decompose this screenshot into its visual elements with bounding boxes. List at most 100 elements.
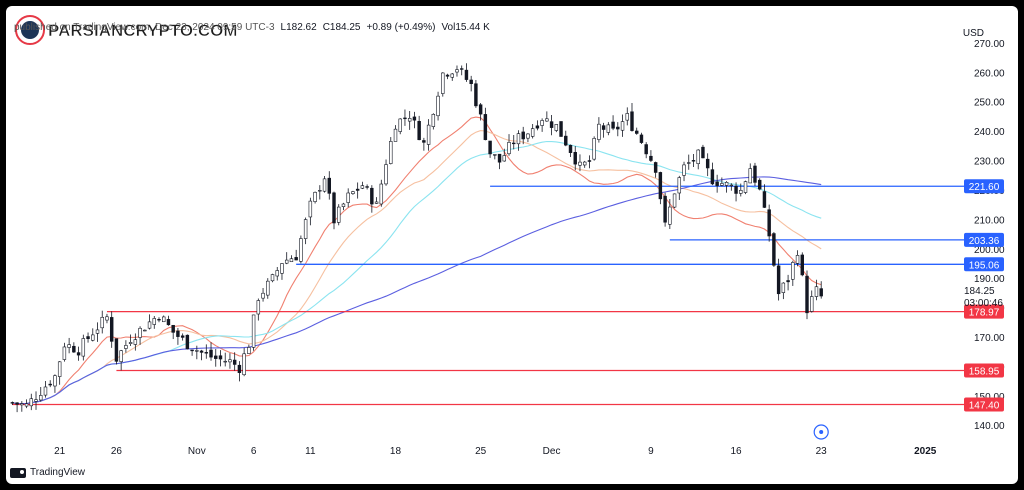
- x-tick-label: 21: [54, 446, 66, 457]
- candle-body: [757, 179, 762, 190]
- x-tick-label: 11: [305, 446, 316, 457]
- candle-body: [294, 257, 298, 261]
- candle-body: [644, 144, 648, 155]
- last-price-label: 184.25: [964, 286, 995, 297]
- candle-body: [247, 347, 251, 354]
- candle-body: [663, 195, 667, 223]
- change-value: +0.89 (+0.49%): [366, 22, 436, 33]
- x-tick-label: Nov: [188, 446, 206, 457]
- candle-body: [34, 399, 38, 402]
- candle-body: [668, 206, 672, 225]
- candle-body: [635, 130, 639, 134]
- candle-body: [819, 288, 823, 297]
- candle-body: [753, 165, 757, 183]
- candle-body: [776, 265, 781, 295]
- candle-body: [521, 131, 525, 140]
- candle-body: [582, 161, 587, 166]
- candle-body: [800, 254, 804, 276]
- candle-body: [15, 402, 19, 405]
- candle-body: [332, 192, 336, 224]
- candle-body: [540, 120, 544, 126]
- x-tick-label: Dec: [543, 446, 561, 457]
- y-tick-label: 140.00: [974, 421, 1005, 432]
- candle-body: [48, 383, 52, 386]
- candle-body: [417, 120, 421, 141]
- watermark: PARSIANCRYPTO.COM: [14, 10, 264, 50]
- candle-body: [559, 121, 563, 137]
- candle-body: [195, 350, 199, 352]
- scroll-to-realtime-icon[interactable]: [813, 424, 829, 440]
- candle-body: [739, 190, 743, 194]
- moving-average-line: [12, 140, 822, 405]
- level-label: 195.06: [969, 260, 1000, 271]
- candle-body: [190, 349, 194, 352]
- candle-body: [682, 164, 686, 176]
- y-tick-label: 150.00: [974, 392, 1005, 403]
- candle-body: [573, 151, 577, 165]
- price-chart[interactable]: 140.00150.00160.00170.00180.00190.00200.…: [6, 6, 1018, 484]
- x-tick-label: 9: [648, 446, 654, 457]
- candle-body: [162, 316, 166, 323]
- candle-body: [147, 321, 152, 329]
- footer[interactable]: TradingView: [10, 467, 85, 478]
- candle-body: [209, 349, 213, 358]
- candle-body: [171, 324, 175, 333]
- candle-body: [781, 282, 786, 293]
- candle-body: [109, 317, 114, 342]
- published-info: published on TradingView.com, Dec 23, 20…: [14, 22, 275, 33]
- candle-body: [715, 181, 719, 186]
- candle-body: [355, 188, 360, 191]
- watermark-text: PARSIANCRYPTO.COM: [48, 21, 238, 40]
- candle-body: [672, 193, 677, 208]
- candle-body: [445, 74, 450, 77]
- level-label-box: [964, 232, 1004, 247]
- candle-body: [488, 140, 492, 155]
- candle-body: [814, 286, 819, 297]
- candle-body: [337, 206, 341, 223]
- ohlc-header: published on TradingView.com, Dec 23, 20…: [14, 22, 490, 33]
- tradingview-logo-icon: [10, 467, 26, 478]
- candle-body: [152, 318, 156, 325]
- moving-average-line: [12, 176, 822, 405]
- candle-body: [67, 344, 71, 348]
- y-tick-label: 250.00: [974, 98, 1005, 109]
- close-value: C184.25: [322, 22, 361, 33]
- candle-body: [308, 200, 313, 218]
- watermark-logo: PARSIANCRYPTO.COM: [15, 15, 238, 45]
- candle-body: [384, 164, 388, 185]
- candle-body: [795, 255, 800, 264]
- candle-body: [53, 375, 57, 387]
- candle-body: [705, 158, 710, 169]
- candle-body: [696, 149, 700, 164]
- candle-body: [393, 128, 398, 142]
- candle-body: [729, 184, 734, 187]
- candle-body: [611, 121, 615, 129]
- level-label: 147.40: [969, 400, 1000, 411]
- y-tick-label: 170.00: [974, 333, 1005, 344]
- candle-body: [138, 327, 142, 338]
- candle-body: [701, 146, 705, 159]
- x-tick-label: 6: [251, 446, 257, 457]
- moving-average-line: [12, 116, 822, 405]
- candle-body: [313, 191, 317, 202]
- candle-body: [157, 319, 161, 321]
- candle-body: [535, 125, 540, 129]
- candle-body: [450, 73, 454, 78]
- candle-body: [464, 69, 469, 80]
- candle-body: [526, 133, 530, 139]
- candle-body: [407, 118, 412, 122]
- candle-body: [724, 182, 729, 186]
- candle-body: [346, 192, 350, 203]
- candle-body: [512, 142, 516, 145]
- candle-body: [734, 185, 738, 194]
- candle-body: [389, 141, 393, 164]
- candle-body: [232, 359, 237, 365]
- level-label-box: [964, 363, 1004, 378]
- candle-body: [270, 274, 275, 282]
- y-tick-label: 190.00: [974, 274, 1005, 285]
- candle-body: [374, 201, 379, 204]
- x-tick-label: 16: [730, 446, 742, 457]
- candle-body: [218, 355, 223, 360]
- candle-body: [91, 334, 95, 341]
- candle-body: [786, 280, 790, 283]
